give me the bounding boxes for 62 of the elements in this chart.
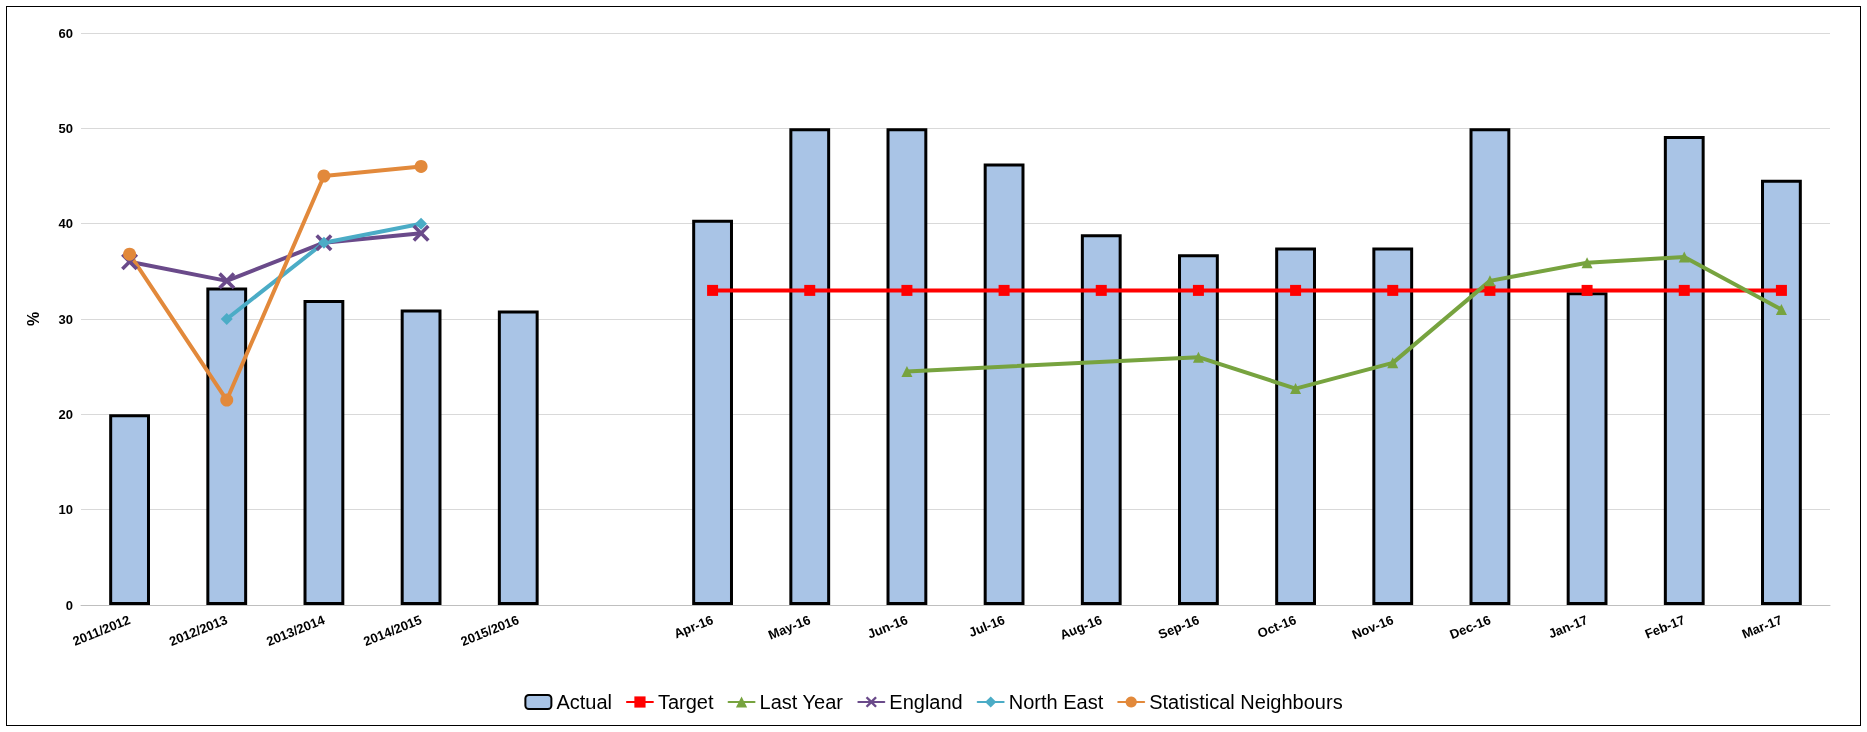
legend-label: Actual bbox=[556, 691, 612, 713]
legend-label: Last Year bbox=[759, 691, 844, 713]
legend-label: England bbox=[889, 691, 963, 713]
point bbox=[1290, 284, 1302, 296]
bar bbox=[1080, 234, 1122, 605]
point bbox=[1775, 284, 1787, 296]
bar bbox=[1469, 128, 1511, 605]
point bbox=[1387, 357, 1399, 369]
bar bbox=[1372, 247, 1414, 605]
y-tick-label: 20 bbox=[58, 406, 73, 422]
x-tick-label: Jul-16 bbox=[966, 612, 1007, 641]
point bbox=[901, 284, 913, 296]
point bbox=[220, 313, 233, 325]
point bbox=[998, 284, 1010, 296]
legend-label: Target bbox=[657, 691, 714, 713]
point bbox=[1192, 284, 1204, 296]
legend-label: North East bbox=[1008, 691, 1104, 713]
bar bbox=[983, 163, 1025, 605]
point bbox=[1581, 257, 1593, 269]
point bbox=[218, 272, 236, 290]
bar bbox=[1663, 135, 1705, 605]
point bbox=[1387, 284, 1399, 296]
bar bbox=[303, 299, 345, 605]
point bbox=[901, 365, 913, 377]
y-tick-label: 40 bbox=[58, 216, 73, 232]
y-tick-label: 30 bbox=[58, 311, 73, 327]
y-tick-label: 60 bbox=[58, 25, 73, 41]
point bbox=[414, 159, 428, 173]
point bbox=[317, 169, 331, 183]
y-tick-label: 10 bbox=[58, 502, 73, 518]
point bbox=[1484, 275, 1496, 287]
x-tick-label: Oct-16 bbox=[1255, 612, 1299, 642]
point bbox=[1290, 383, 1302, 395]
bar bbox=[206, 287, 248, 605]
x-tick-label: Jun-16 bbox=[865, 612, 910, 642]
bar bbox=[1178, 254, 1219, 605]
bar bbox=[109, 414, 150, 605]
y-tick-label: 0 bbox=[65, 597, 73, 613]
point bbox=[220, 393, 234, 407]
bar bbox=[1566, 292, 1608, 605]
point bbox=[415, 217, 428, 230]
point bbox=[1678, 251, 1690, 263]
point bbox=[1678, 284, 1690, 296]
y-axis-title: % bbox=[24, 311, 42, 327]
point bbox=[1484, 284, 1496, 296]
bar bbox=[789, 128, 831, 605]
legend-label: Statistical Neighbours bbox=[1149, 691, 1343, 713]
point bbox=[1775, 303, 1787, 315]
bar bbox=[1761, 179, 1802, 605]
bar bbox=[1275, 247, 1316, 605]
point bbox=[1581, 284, 1593, 296]
point bbox=[707, 284, 719, 296]
bar bbox=[886, 128, 928, 605]
bar bbox=[400, 309, 442, 605]
bar bbox=[692, 219, 733, 605]
point bbox=[123, 247, 137, 261]
y-tick-label: 50 bbox=[58, 120, 73, 136]
point bbox=[1192, 351, 1204, 363]
bar bbox=[497, 310, 539, 605]
point bbox=[412, 224, 430, 242]
point bbox=[804, 284, 816, 296]
point bbox=[1095, 284, 1107, 296]
